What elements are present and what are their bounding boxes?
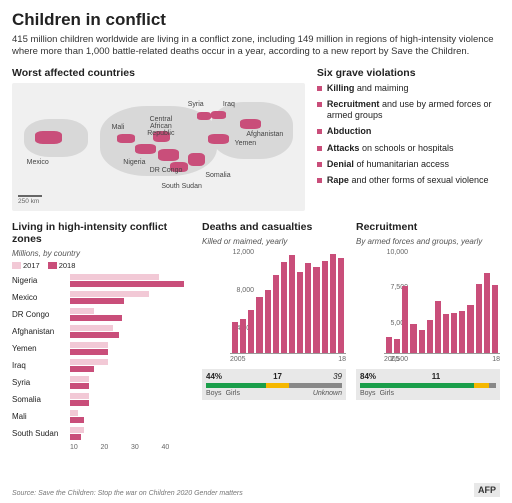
map-lbl-iraq: Iraq <box>223 101 235 108</box>
hbar-row: DR Congo <box>12 307 192 323</box>
violation-item: Rape and other forms of sexual violence <box>317 175 500 186</box>
hbar-row: Mali <box>12 409 192 425</box>
violations-list: Killing and maiming Recruitment and use b… <box>317 83 500 187</box>
deaths-header: Deaths and casualties <box>202 221 346 233</box>
map-lbl-car: Central African Republic <box>141 116 181 137</box>
vbar <box>459 311 465 353</box>
vbar <box>256 297 262 353</box>
vbar <box>427 320 433 353</box>
hbar-legend: 2017 2018 <box>12 261 192 270</box>
hbar-row: Nigeria <box>12 273 192 289</box>
vbar <box>484 273 490 352</box>
violation-item: Killing and maiming <box>317 83 500 94</box>
vbar <box>402 286 408 353</box>
charts-row: Living in high-intensity conflict zones … <box>12 221 500 451</box>
vbar <box>386 337 392 353</box>
recruit-sub: By armed forces and groups, yearly <box>356 237 500 246</box>
map-lbl-afgh: Afghanistan <box>246 131 283 138</box>
hbar-row: Iraq <box>12 358 192 374</box>
violations-section: Six grave violations Killing and maiming… <box>317 67 500 211</box>
map-lbl-ssudan: South Sudan <box>161 183 201 190</box>
hbar-row: South Sudan <box>12 426 192 442</box>
subtitle: 415 million children worldwide are livin… <box>12 34 500 59</box>
vbar <box>232 322 238 353</box>
hbar-sub: Millions, by country <box>12 249 192 258</box>
vbar <box>338 258 344 353</box>
recruit-header: Recruitment <box>356 221 500 233</box>
vbar <box>322 261 328 353</box>
page-title: Children in conflict <box>12 10 500 30</box>
violation-item: Recruitment and use by armed forces or a… <box>317 99 500 122</box>
violation-item: Attacks on schools or hospitals <box>317 143 500 154</box>
map-header: Worst affected countries <box>12 67 305 79</box>
hbar-row: Somalia <box>12 392 192 408</box>
hbar-row: Yemen <box>12 341 192 357</box>
vbar <box>467 305 473 352</box>
vbar <box>476 284 482 353</box>
hbar-header: Living in high-intensity conflict zones <box>12 221 192 245</box>
hbar-row: Syria <box>12 375 192 391</box>
violations-header: Six grave violations <box>317 67 500 79</box>
map-lbl-mali: Mali <box>112 124 125 131</box>
vbar <box>313 267 319 353</box>
vbar <box>289 255 295 353</box>
vbar <box>435 301 441 353</box>
hbar-chart: Living in high-intensity conflict zones … <box>12 221 192 451</box>
map-lbl-nigeria: Nigeria <box>123 159 145 166</box>
legend-2018-box <box>48 262 57 269</box>
vbar <box>410 324 416 352</box>
vbar <box>305 263 311 353</box>
vbar <box>492 285 498 353</box>
violation-item: Abduction <box>317 126 500 137</box>
map-scale: 250 km <box>18 195 42 205</box>
vbar <box>419 330 425 353</box>
map-lbl-somalia: Somalia <box>205 172 230 179</box>
recruit-gender: 84%11 BoysGirls <box>356 369 500 400</box>
hbar-xaxis: 10203040 <box>70 444 192 451</box>
vbar <box>451 313 457 353</box>
vbar <box>248 310 254 353</box>
vbar <box>281 262 287 353</box>
vbar <box>297 272 303 353</box>
hbar-rows: NigeriaMexicoDR CongoAfghanistanYemenIra… <box>12 273 192 442</box>
hbar-row: Mexico <box>12 290 192 306</box>
deaths-sub: Killed or maimed, yearly <box>202 237 346 246</box>
recruit-bars <box>384 249 500 354</box>
afp-logo: AFP <box>474 483 500 497</box>
recruit-chart: Recruitment By armed forces and groups, … <box>356 221 500 451</box>
hbar-row: Afghanistan <box>12 324 192 340</box>
vbar <box>265 290 271 352</box>
vbar <box>443 314 449 353</box>
vbar <box>394 339 400 352</box>
world-map: Mexico Mali Nigeria Syria Iraq Central A… <box>12 83 305 211</box>
violation-item: Denial of humanitarian access <box>317 159 500 170</box>
deaths-bars <box>230 249 346 354</box>
top-row: Worst affected countries Mexico Mali Nig… <box>12 67 500 211</box>
source-text: Source: Save the Children: Stop the war … <box>12 490 243 497</box>
map-lbl-syria: Syria <box>188 101 204 108</box>
map-section: Worst affected countries Mexico Mali Nig… <box>12 67 305 211</box>
vbar <box>240 319 246 353</box>
vbar <box>330 254 336 352</box>
map-lbl-yemen: Yemen <box>235 140 257 147</box>
map-lbl-mexico: Mexico <box>27 159 49 166</box>
vbar <box>273 275 279 353</box>
map-lbl-drc: DR Congo <box>150 167 183 174</box>
deaths-gender: 44%1739 BoysGirlsUnknown <box>202 369 346 400</box>
deaths-chart: Deaths and casualties Killed or maimed, … <box>202 221 346 451</box>
legend-2017-box <box>12 262 21 269</box>
